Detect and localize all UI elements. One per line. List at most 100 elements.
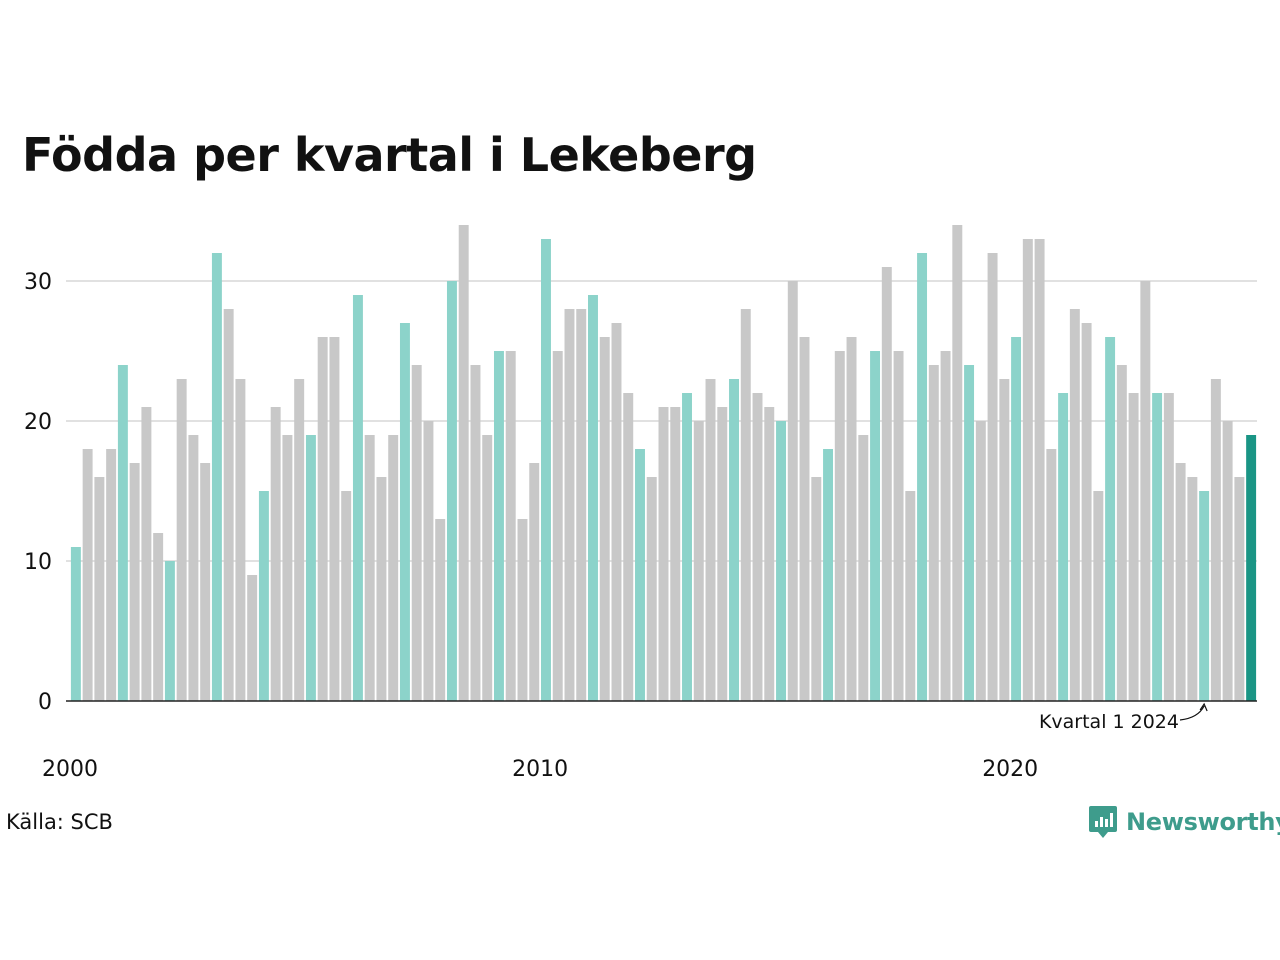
bar-83	[1046, 449, 1057, 701]
bar-40	[540, 239, 551, 701]
bar-85	[1069, 309, 1080, 701]
y-tick-label-30: 30	[24, 270, 52, 295]
bar-32	[446, 281, 457, 701]
bar-35	[482, 435, 493, 701]
brand-logo: Newsworthy	[1088, 804, 1280, 840]
bar-42	[564, 309, 575, 701]
bar-19	[294, 379, 305, 701]
bar-15	[247, 575, 258, 701]
bar-65	[834, 351, 845, 701]
bar-76	[964, 365, 975, 701]
bar-80	[1011, 337, 1022, 701]
newsworthy-logo-icon	[1089, 806, 1117, 838]
bar-64	[823, 449, 834, 701]
bar-66	[846, 337, 857, 701]
bar-11	[200, 463, 211, 701]
bar-62	[799, 337, 810, 701]
x-tick-label-2020: 2020	[982, 757, 1038, 782]
bar-88	[1105, 337, 1116, 701]
bar-37	[505, 351, 516, 701]
bar-57	[740, 309, 751, 701]
bar-22	[329, 337, 340, 701]
bar-100	[1246, 435, 1257, 701]
bar-52	[682, 393, 692, 701]
bar-98	[1222, 421, 1233, 701]
bar-2	[94, 477, 105, 701]
bar-20	[305, 435, 316, 701]
bar-67	[858, 435, 869, 701]
bar-41	[552, 351, 563, 701]
bars	[70, 225, 1257, 701]
bar-75	[952, 225, 963, 701]
bar-14	[235, 379, 246, 701]
bar-73	[928, 365, 939, 701]
bar-74	[940, 351, 951, 701]
bar-51	[670, 407, 681, 701]
bar-46	[611, 323, 622, 701]
bar-99	[1234, 477, 1245, 701]
bar-63	[811, 477, 822, 701]
bar-49	[646, 477, 657, 701]
bar-94	[1175, 463, 1186, 701]
bar-45	[599, 337, 610, 701]
bar-47	[623, 393, 634, 701]
bar-4	[117, 365, 128, 701]
bar-7	[153, 533, 164, 701]
bar-78	[987, 253, 998, 701]
bar-31	[435, 519, 446, 701]
bar-36	[493, 351, 504, 701]
bar-39	[529, 463, 540, 701]
bar-6	[141, 407, 152, 701]
bar-60	[776, 421, 787, 701]
annotation-label: Kvartal 1 2024	[1039, 711, 1179, 733]
bar-44	[588, 295, 598, 701]
bar-18	[282, 435, 293, 701]
bar-3	[106, 449, 117, 701]
chart-title: Födda per kvartal i Lekeberg	[22, 128, 757, 182]
y-tick-label-10: 10	[24, 550, 52, 575]
bar-77	[975, 421, 986, 701]
bar-69	[881, 267, 892, 701]
bar-28	[399, 323, 410, 701]
bar-95	[1187, 477, 1198, 701]
bar-12	[211, 253, 222, 701]
bar-29	[411, 365, 422, 701]
y-tick-label-20: 20	[24, 410, 52, 435]
bar-5	[129, 463, 140, 701]
bar-86	[1081, 323, 1092, 701]
bar-34	[470, 365, 481, 701]
bar-8	[164, 561, 175, 701]
bar-97	[1210, 379, 1221, 701]
bar-21	[317, 337, 328, 701]
bar-90	[1128, 393, 1139, 701]
bar-25	[364, 435, 375, 701]
axes: 0 10 20 30 2000 2010 2020	[24, 270, 1257, 782]
bar-58	[752, 393, 763, 701]
bar-23	[341, 491, 352, 701]
bar-91	[1140, 281, 1151, 701]
bar-72	[917, 253, 928, 701]
bar-50	[658, 407, 669, 701]
bar-89	[1116, 365, 1127, 701]
bar-chart: 0 10 20 30 2000 2010 2020 Kvartal 1 2024	[24, 225, 1257, 782]
x-tick-label-2010: 2010	[512, 757, 568, 782]
bar-55	[717, 407, 728, 701]
bar-38	[517, 519, 528, 701]
bar-79	[999, 379, 1010, 701]
x-tick-label-2000: 2000	[42, 757, 98, 782]
bar-43	[576, 309, 587, 701]
bar-82	[1034, 239, 1045, 701]
bar-1	[82, 449, 93, 701]
bar-13	[223, 309, 234, 701]
bar-27	[388, 435, 399, 701]
y-tick-label-0: 0	[38, 690, 52, 715]
bar-54	[705, 379, 716, 701]
bar-26	[376, 477, 387, 701]
bar-84	[1058, 393, 1069, 701]
bar-48	[635, 449, 645, 701]
bar-96	[1199, 491, 1210, 701]
bar-24	[352, 295, 363, 701]
brand-name: Newsworthy	[1126, 808, 1280, 836]
annotation-arrow-head	[1199, 702, 1208, 712]
bar-68	[870, 351, 881, 701]
